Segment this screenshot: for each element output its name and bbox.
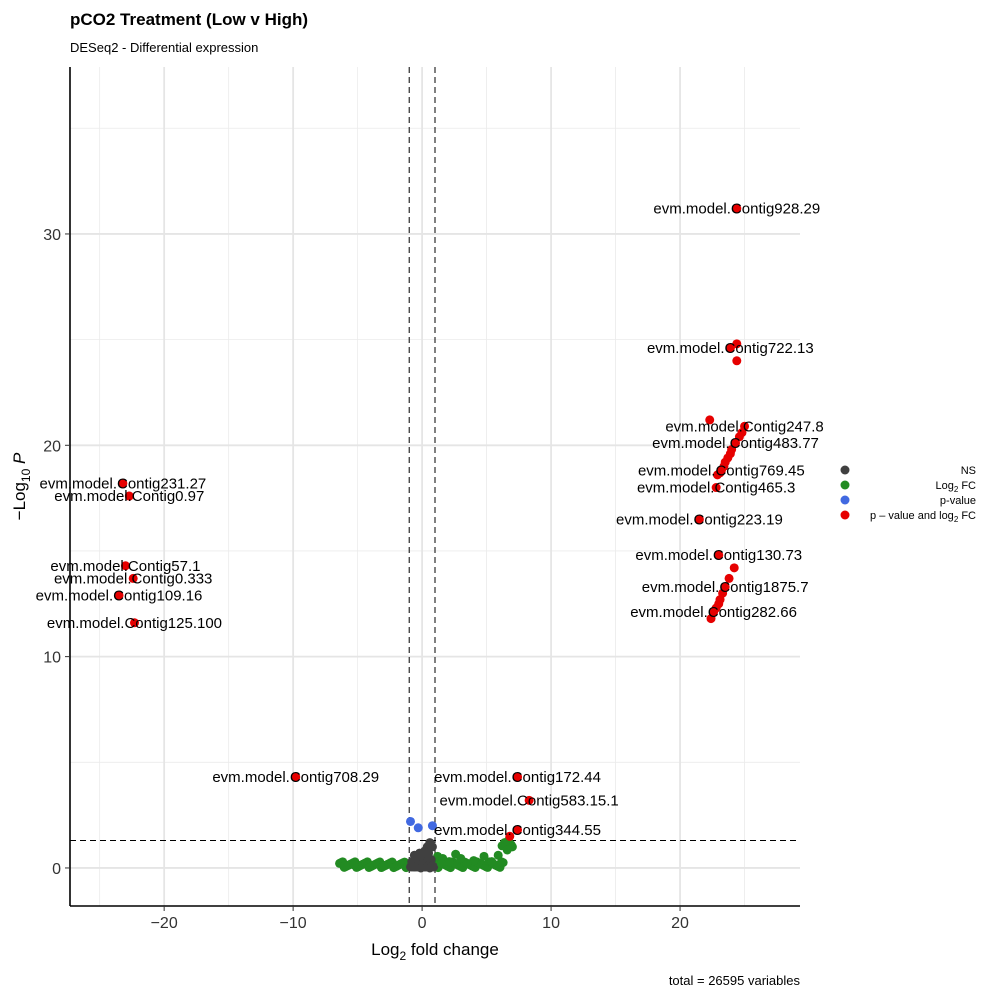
gene-label: evm.model.Contig722.13 [647,340,814,357]
data-point-ns [416,863,426,873]
data-point-p-value-and-log2-fc [124,491,134,501]
data-point-p-value-and-log2-fc [118,478,128,488]
gene-label: evm.model.Contig1875.7 [642,579,809,596]
legend-label: p-value [940,495,976,507]
data-point-p-value-and-log2-fc [513,825,523,835]
data-point-p-value-and-log2-fc [291,772,301,782]
legend-swatch [840,465,850,475]
legend-label: NS [961,465,976,477]
gene-label: evm.model.Contig344.55 [434,822,601,839]
threshold-lines [70,67,800,906]
gene-label: evm.model.Contig125.100 [47,615,222,632]
chart-title: pCO2 Treatment (Low v High) [70,10,309,29]
gene-label: evm.model.Contig0.333 [54,570,212,587]
data-point-p-value [427,821,437,831]
data-point-log2-fc [479,851,489,861]
gene-label: evm.model.Contig282.66 [630,604,797,621]
gene-label: evm.model.Contig247.8 [665,418,823,435]
data-point-p-value-and-log2-fc [694,514,704,524]
gene-label: evm.model.Contig0.97 [54,488,204,505]
gene-label: evm.model.Contig769.45 [638,463,805,480]
data-point-log2-fc [462,859,472,869]
data-point-log2-fc [378,861,388,871]
gene-label: evm.model.Contig465.3 [637,480,795,497]
data-point-p-value [413,823,423,833]
points [114,204,750,873]
data-point-log2-fc [444,857,454,867]
data-point-log2-fc [436,859,446,869]
y-tick-label: 20 [43,438,61,455]
data-point-log2-fc [493,850,503,860]
gene-label: evm.model.Contig109.16 [36,587,203,604]
y-tick-label: 10 [43,650,61,667]
legend-swatch [840,480,850,490]
data-point-p-value-and-log2-fc [128,573,138,583]
data-point-log2-fc [456,853,466,863]
data-point-p-value-and-log2-fc [732,204,742,214]
legend: NS Log2 FCp-value p – value and log2 FC [840,465,976,524]
gene-label: evm.model.Contig928.29 [653,201,820,218]
data-point-p-value-and-log2-fc [524,795,534,805]
data-point-p-value-and-log2-fc [714,550,724,560]
x-tick-label: −10 [280,915,307,932]
data-point-log2-fc [502,845,512,855]
gene-label: evm.model.Contig483.77 [652,435,819,452]
x-tick-label: 10 [542,915,560,932]
data-point-ns [425,863,435,873]
data-point-p-value-and-log2-fc [706,614,716,624]
chart-caption: total = 26595 variables [668,973,800,988]
data-point-log2-fc [487,857,497,867]
data-point-p-value [405,816,415,826]
gene-label: evm.model.Contig130.73 [635,547,802,564]
data-point-p-value-and-log2-fc [120,561,130,571]
data-point-p-value-and-log2-fc [732,339,742,349]
y-tick-label: 0 [52,861,61,878]
data-point-log2-fc [349,860,359,870]
data-point-p-value-and-log2-fc [114,590,124,600]
data-point-p-value-and-log2-fc [129,618,139,628]
point-labels: evm.model.Contig928.29 evm.model.Contig72… [36,201,824,839]
x-tick-label: 20 [671,915,689,932]
x-tick-label: 0 [418,915,427,932]
y-tick-label: 30 [43,227,61,244]
data-point-p-value-and-log2-fc [724,573,734,583]
gene-label: evm.model.Contig231.27 [39,475,206,492]
data-point-p-value-and-log2-fc [725,343,735,353]
data-point-p-value-and-log2-fc [513,772,523,782]
data-point-p-value-and-log2-fc [712,470,722,480]
data-point-p-value-and-log2-fc [711,483,721,493]
data-point-log2-fc [340,861,350,871]
axes: −20 −10 0 10 20 0 10 20 30 Log2 fold change −Log10… [10,67,800,963]
data-point-p-value-and-log2-fc [729,563,739,573]
data-point-p-value-and-log2-fc [505,831,515,841]
x-axis-title: Log2 fold change [371,940,499,963]
x-tick-label: −20 [151,915,178,932]
data-point-p-value-and-log2-fc [705,415,715,425]
data-point-log2fc [498,858,508,868]
y-axis-title: −Log10 P [10,452,33,520]
chart-subtitle: DESeq2 - Differential expression [70,40,259,55]
gene-label: evm.model.Contig223.19 [616,511,783,528]
legend-swatch [840,495,850,505]
gene-label: evm.model.Contig57.1 [50,558,200,575]
gene-label: evm.model.Contig172.44 [434,769,601,786]
legend-label: p – value and log2 FC [870,510,976,524]
data-point-p-value-and-log2-fc [732,356,742,366]
legend-swatch [840,510,850,520]
gene-label: evm.model.Contig708.29 [212,769,379,786]
legend-label: Log2 FC [935,480,976,494]
gene-label: evm.model.Contig583.15.1 [440,792,619,809]
